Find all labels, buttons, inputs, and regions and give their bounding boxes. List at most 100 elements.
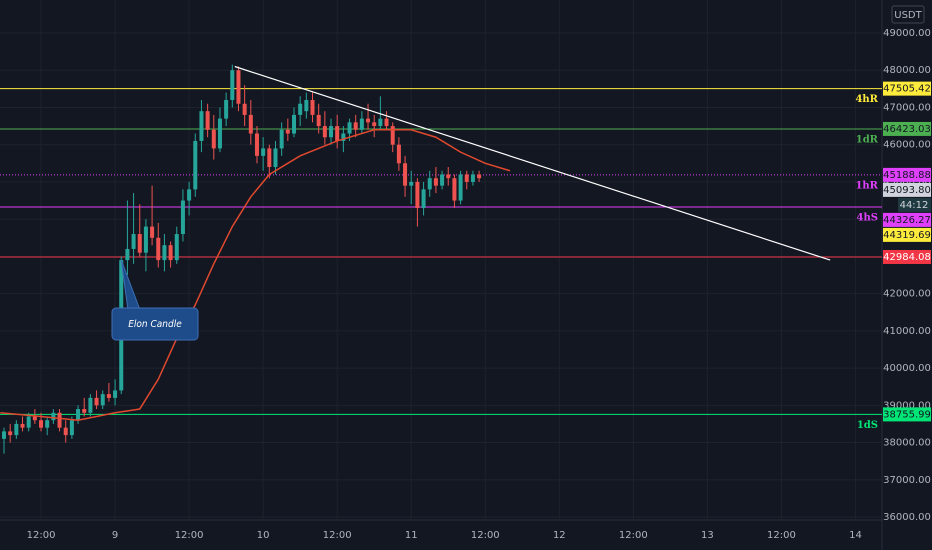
candle-body <box>20 423 25 428</box>
candle-body <box>45 420 50 428</box>
x-tick-label: 12:00 <box>619 530 648 541</box>
candle-body <box>322 126 327 138</box>
candle-body <box>378 118 383 127</box>
candle-body <box>57 412 62 428</box>
candle-body <box>285 129 290 134</box>
annotation: Elon Candle <box>128 319 182 330</box>
candle-body <box>242 103 247 115</box>
candle-body <box>150 226 155 238</box>
y-tick-label: 42000.00 <box>883 289 931 300</box>
candle-body <box>88 397 93 413</box>
candle-body <box>113 390 118 398</box>
price-tag-label: 38755.99 <box>883 409 931 420</box>
candle-body <box>199 111 204 141</box>
candle-body <box>446 174 451 179</box>
x-tick-label: 14 <box>849 530 862 541</box>
candle-body <box>100 394 105 406</box>
price-tag-label: 45188.88 <box>883 170 931 181</box>
candle-body <box>162 245 167 261</box>
candle-body <box>32 416 37 421</box>
candle-body <box>279 129 284 149</box>
x-tick-label: 12 <box>553 530 566 541</box>
y-tick-label: 38000.00 <box>883 438 931 449</box>
candle-body <box>193 140 198 190</box>
level-name: 1dR <box>856 134 879 145</box>
candle-body <box>205 111 210 130</box>
y-tick-label: 40000.00 <box>883 363 931 374</box>
candle-body <box>230 70 235 101</box>
currency-box <box>891 5 925 24</box>
candle-body <box>372 122 377 127</box>
candle-body <box>347 122 352 134</box>
candle-body <box>254 133 259 156</box>
x-tick-label: 12:00 <box>175 530 204 541</box>
x-tick-label: 12:00 <box>767 530 796 541</box>
level-name: 1dS <box>857 420 878 431</box>
candle-body <box>384 118 389 127</box>
price-tag <box>883 407 931 422</box>
x-tick-label: 12:00 <box>471 530 500 541</box>
candle-body <box>464 174 469 182</box>
x-tick-label: 12:00 <box>27 530 56 541</box>
candle-body <box>415 181 420 208</box>
candle-body <box>310 100 315 115</box>
price-tag <box>883 81 931 96</box>
candle-body <box>174 234 179 261</box>
x-tick-label: 11 <box>405 530 418 541</box>
candle-body <box>180 200 185 235</box>
candle-body <box>261 148 266 156</box>
candle-body <box>82 409 87 413</box>
candle-body <box>76 409 81 421</box>
y-tick-label: 36000.00 <box>883 512 931 523</box>
candle-body <box>8 431 13 436</box>
candle-body <box>51 412 56 421</box>
candle-body <box>26 416 31 428</box>
candle-body <box>440 174 445 186</box>
candle-body <box>224 100 229 119</box>
candle-body <box>470 174 475 182</box>
price-tag <box>883 182 931 197</box>
y-tick-label: 46000.00 <box>883 140 931 151</box>
moving-average <box>0 129 511 421</box>
candle-body <box>187 189 192 201</box>
countdown-tag <box>898 197 931 212</box>
candle-body <box>304 100 309 112</box>
y-tick-label: 45000.00 <box>883 177 931 188</box>
candle-body <box>273 148 278 168</box>
y-tick-label: 41000.00 <box>883 326 931 337</box>
price-tag <box>883 249 931 264</box>
y-tick-label: 47000.00 <box>883 102 931 113</box>
price-tag-label: 47505.42 <box>883 84 931 95</box>
candle-body <box>63 427 68 436</box>
price-tag <box>883 227 931 242</box>
candle-body <box>94 397 99 406</box>
level-name: 1hR <box>855 180 878 191</box>
candle-body <box>143 226 148 253</box>
candle-body <box>316 114 321 127</box>
candle-body <box>211 129 216 149</box>
candle-body <box>359 118 364 130</box>
candle-body <box>366 118 371 123</box>
candle-body <box>298 103 303 115</box>
candle-body <box>125 248 130 261</box>
candle-body <box>353 122 358 130</box>
price-tag-label: 44319.69 <box>883 230 931 241</box>
candle-body <box>477 174 482 179</box>
candle-body <box>217 118 222 149</box>
x-tick-label: 13 <box>701 530 714 541</box>
price-tag-label: 44326.27 <box>883 215 931 226</box>
candle-body <box>168 245 173 261</box>
candle-body <box>390 126 395 145</box>
candle-body <box>329 126 334 138</box>
candle-body <box>433 178 438 186</box>
candle-body <box>39 420 44 428</box>
candle-body <box>427 178 432 190</box>
price-tag-label: 46423.03 <box>883 124 931 135</box>
candle-body <box>409 181 414 186</box>
callout-box <box>111 307 199 341</box>
price-tag-label: 42984.08 <box>883 252 931 263</box>
y-tick-label: 37000.00 <box>883 475 931 486</box>
candle-body <box>156 237 161 261</box>
